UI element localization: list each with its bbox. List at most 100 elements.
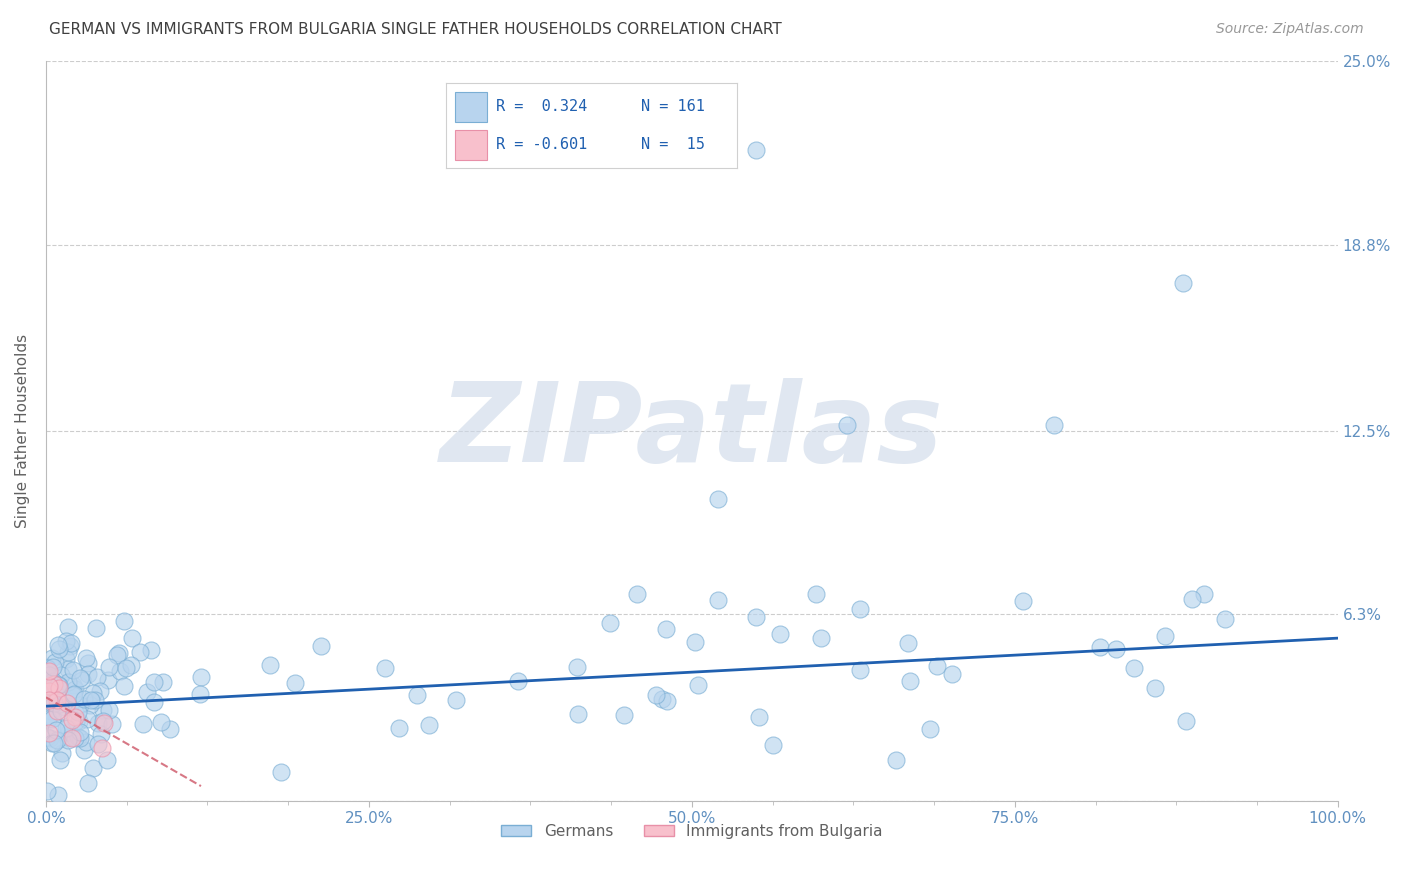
- Point: [51, 746, 73, 760]
- Point: [69, 671, 91, 685]
- Point: [849, 601, 872, 615]
- Point: [48, 681, 70, 695]
- Point: [565, 659, 588, 673]
- Point: [38, 683, 60, 698]
- Point: [96, 753, 118, 767]
- Point: [76, 712, 98, 726]
- Point: [55, 633, 77, 648]
- Point: [38, 676, 60, 690]
- Point: [105, 648, 128, 662]
- Point: [898, 673, 921, 688]
- Point: [131, 716, 153, 731]
- Point: [769, 626, 792, 640]
- Point: [56, 696, 79, 710]
- Point: [39, 705, 62, 719]
- Point: [150, 715, 173, 730]
- Point: [67, 714, 90, 728]
- Point: [706, 491, 728, 506]
- Point: [86, 622, 108, 636]
- Point: [446, 693, 468, 707]
- Point: [90, 727, 112, 741]
- Point: [37, 712, 59, 726]
- Point: [38, 680, 60, 694]
- Point: [884, 753, 907, 767]
- Y-axis label: Single Father Households: Single Father Households: [15, 334, 30, 528]
- Point: [626, 587, 648, 601]
- Point: [41, 711, 63, 725]
- Point: [1171, 276, 1194, 290]
- Point: [686, 678, 709, 692]
- Point: [655, 694, 678, 708]
- Point: [651, 692, 673, 706]
- Point: [121, 632, 143, 646]
- Point: [46, 678, 69, 692]
- Point: [41, 736, 63, 750]
- Point: [644, 688, 666, 702]
- Point: [49, 697, 72, 711]
- Point: [142, 694, 165, 708]
- Point: [190, 687, 212, 701]
- Point: [37, 730, 59, 744]
- Point: [73, 691, 96, 706]
- Point: [69, 698, 91, 712]
- Point: [120, 657, 142, 672]
- Point: [159, 722, 181, 736]
- Point: [63, 731, 86, 745]
- Point: [112, 679, 135, 693]
- Point: [655, 622, 678, 636]
- Point: [613, 707, 636, 722]
- Point: [38, 668, 60, 682]
- Point: [45, 723, 67, 737]
- Point: [37, 660, 59, 674]
- Point: [77, 775, 100, 789]
- Point: [405, 688, 427, 702]
- Point: [42, 736, 65, 750]
- Point: [309, 639, 332, 653]
- Point: [897, 636, 920, 650]
- Point: [91, 741, 114, 756]
- Point: [84, 692, 107, 706]
- Point: [46, 733, 69, 747]
- Point: [388, 721, 411, 735]
- Point: [1105, 642, 1128, 657]
- Point: [51, 704, 73, 718]
- Point: [45, 692, 67, 706]
- Text: GERMAN VS IMMIGRANTS FROM BULGARIA SINGLE FATHER HOUSEHOLDS CORRELATION CHART: GERMAN VS IMMIGRANTS FROM BULGARIA SINGL…: [49, 22, 782, 37]
- Point: [72, 673, 94, 687]
- Point: [849, 663, 872, 677]
- Point: [41, 651, 63, 665]
- Point: [42, 673, 65, 688]
- Point: [44, 685, 66, 699]
- Point: [37, 660, 59, 674]
- Point: [941, 667, 963, 681]
- Point: [41, 712, 63, 726]
- Point: [918, 722, 941, 736]
- Point: [58, 662, 80, 676]
- Point: [1042, 418, 1064, 433]
- Point: [65, 714, 87, 728]
- Point: [1122, 661, 1144, 675]
- Point: [69, 725, 91, 739]
- Point: [44, 656, 66, 670]
- Point: [86, 670, 108, 684]
- Point: [60, 731, 83, 746]
- Point: [82, 761, 104, 775]
- Point: [762, 738, 785, 752]
- Point: [56, 721, 79, 735]
- Point: [39, 731, 62, 745]
- Point: [58, 724, 80, 739]
- Text: ZIPatlas: ZIPatlas: [440, 377, 943, 484]
- Point: [139, 642, 162, 657]
- Point: [745, 610, 768, 624]
- Point: [76, 657, 98, 671]
- Point: [1181, 591, 1204, 606]
- Point: [93, 715, 115, 730]
- Point: [42, 659, 65, 673]
- Point: [284, 675, 307, 690]
- Point: [39, 679, 62, 693]
- Point: [72, 743, 94, 757]
- Point: [87, 716, 110, 731]
- Point: [69, 731, 91, 745]
- Point: [67, 730, 90, 744]
- Point: [101, 716, 124, 731]
